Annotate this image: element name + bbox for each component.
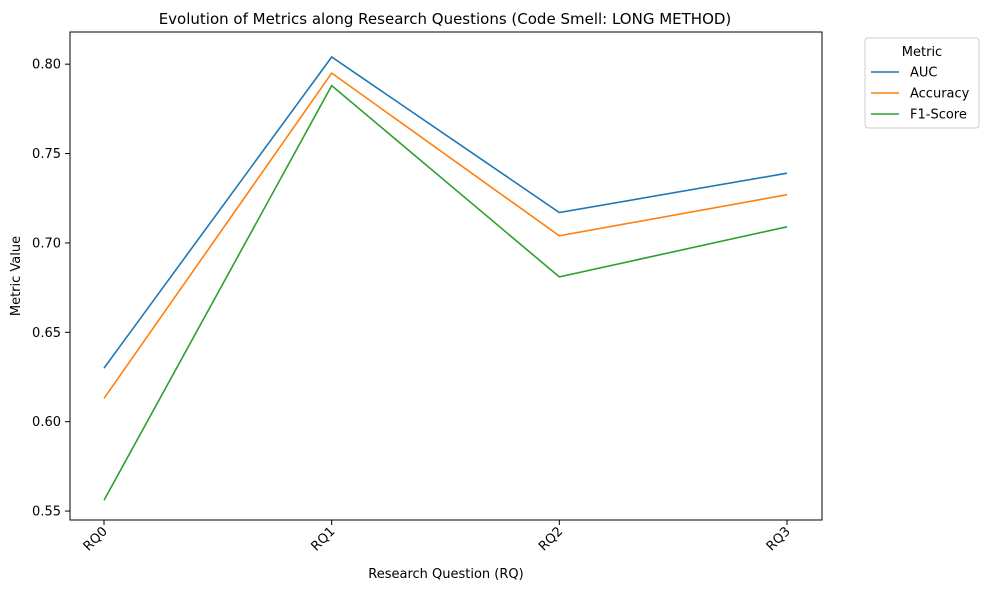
series-line-f1-score — [103, 84, 788, 501]
y-tick-label: 0.55 — [32, 505, 61, 520]
x-axis-label: Research Question (RQ) — [368, 567, 523, 582]
x-axis: RQ0 RQ1 RQ2 RQ3 — [81, 520, 794, 554]
y-tick-label: 0.70 — [32, 236, 61, 251]
plot-area — [69, 31, 823, 521]
x-tick-label: RQ0 — [81, 524, 111, 554]
x-tick-label: RQ2 — [536, 524, 566, 554]
x-tick-label: RQ3 — [764, 524, 794, 554]
chart-title: Evolution of Metrics along Research Ques… — [159, 10, 732, 28]
legend-title: Metric — [902, 45, 942, 60]
legend: Metric AUC Accuracy F1-Score — [864, 37, 980, 129]
legend-label: Accuracy — [910, 87, 970, 102]
legend-items: AUC Accuracy F1-Score — [871, 66, 970, 123]
series-lines — [103, 55, 788, 501]
y-axis-label: Metric Value — [9, 236, 24, 316]
y-tick-label: 0.60 — [32, 415, 61, 430]
y-tick-label: 0.65 — [32, 326, 61, 341]
legend-label: AUC — [910, 66, 938, 81]
legend-label: F1-Score — [910, 108, 967, 123]
series-line-accuracy — [103, 71, 788, 399]
y-tick-label: 0.80 — [32, 58, 61, 73]
y-tick-label: 0.75 — [32, 147, 61, 162]
x-tick-label: RQ1 — [308, 524, 338, 554]
series-line-auc — [103, 55, 788, 369]
y-axis: 0.55 0.60 0.65 0.70 0.75 0.80 — [32, 58, 70, 520]
legend-box — [864, 37, 980, 129]
